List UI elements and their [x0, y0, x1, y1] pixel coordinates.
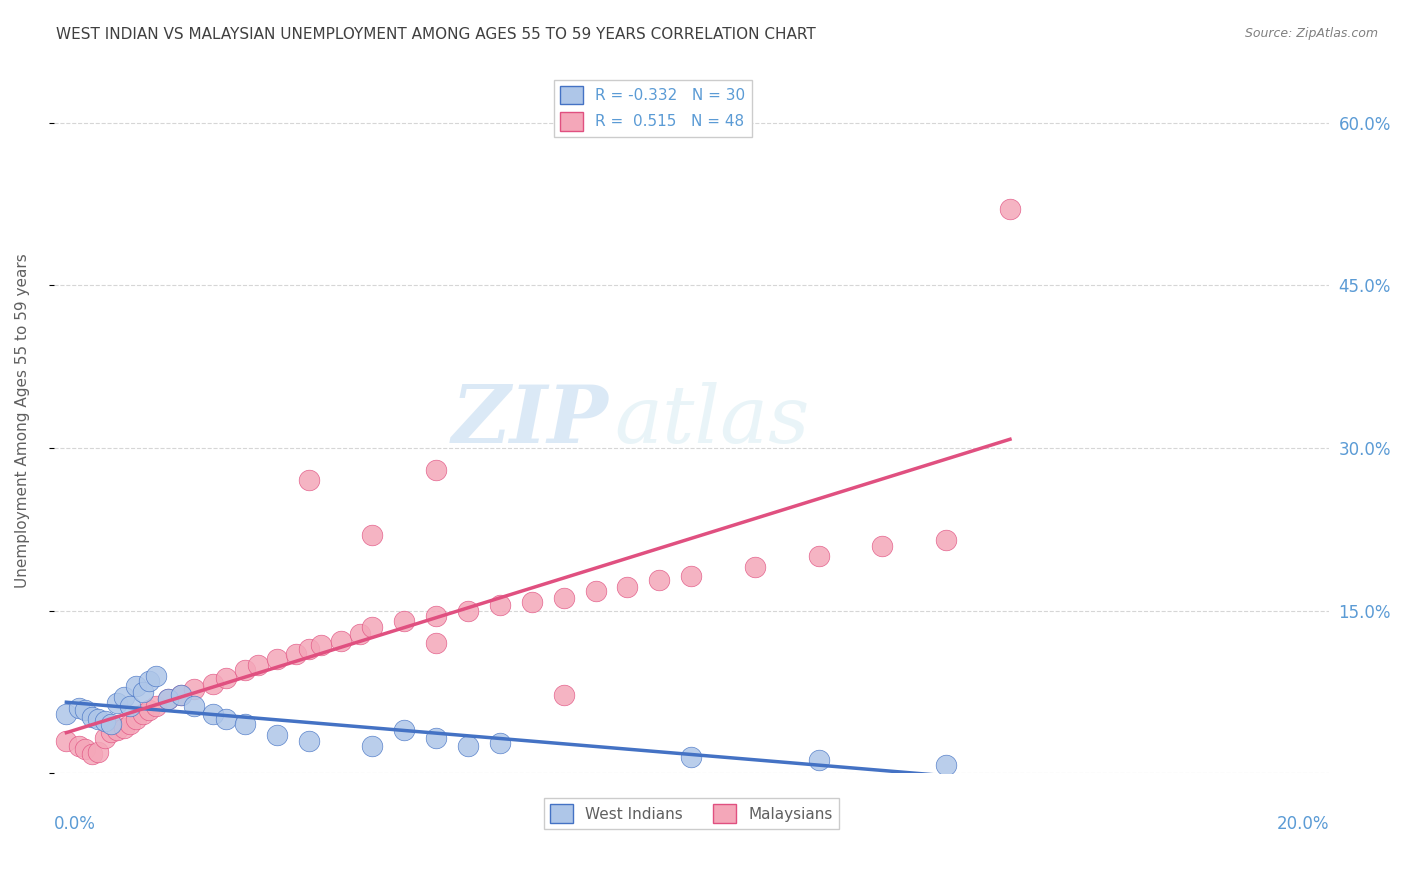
Point — [489, 736, 512, 750]
Point — [394, 723, 416, 737]
Point — [233, 717, 256, 731]
Point — [457, 603, 479, 617]
Point — [120, 698, 142, 713]
Point — [75, 703, 97, 717]
Point — [807, 753, 830, 767]
Point — [138, 703, 160, 717]
Point — [648, 573, 671, 587]
Point — [67, 739, 90, 753]
Text: Source: ZipAtlas.com: Source: ZipAtlas.com — [1244, 27, 1378, 40]
Point — [361, 739, 384, 753]
Point — [807, 549, 830, 564]
Point — [100, 725, 122, 739]
Point — [872, 539, 894, 553]
Point — [744, 560, 766, 574]
Point — [425, 463, 447, 477]
Point — [80, 747, 103, 761]
Point — [266, 652, 288, 666]
Point — [266, 728, 288, 742]
Point — [681, 750, 703, 764]
Point — [520, 595, 543, 609]
Point — [125, 712, 148, 726]
Point — [215, 712, 238, 726]
Text: 0.0%: 0.0% — [53, 815, 96, 833]
Point — [93, 714, 115, 728]
Point — [138, 673, 160, 688]
Point — [132, 706, 155, 721]
Point — [55, 733, 77, 747]
Point — [183, 681, 205, 696]
Point — [457, 739, 479, 753]
Y-axis label: Unemployment Among Ages 55 to 59 years: Unemployment Among Ages 55 to 59 years — [15, 253, 30, 588]
Point — [935, 533, 957, 548]
Point — [157, 692, 180, 706]
Point — [93, 731, 115, 746]
Point — [170, 688, 193, 702]
Point — [233, 663, 256, 677]
Point — [145, 668, 167, 682]
Point — [80, 710, 103, 724]
Point — [201, 677, 224, 691]
Point — [125, 680, 148, 694]
Point — [553, 591, 575, 605]
Point — [100, 717, 122, 731]
Point — [132, 685, 155, 699]
Legend: West Indians, Malaysians: West Indians, Malaysians — [544, 798, 839, 829]
Text: WEST INDIAN VS MALAYSIAN UNEMPLOYMENT AMONG AGES 55 TO 59 YEARS CORRELATION CHAR: WEST INDIAN VS MALAYSIAN UNEMPLOYMENT AM… — [56, 27, 815, 42]
Point — [298, 474, 321, 488]
Point — [284, 647, 307, 661]
Text: 20.0%: 20.0% — [1277, 815, 1329, 833]
Point — [425, 636, 447, 650]
Point — [311, 638, 333, 652]
Point — [425, 731, 447, 746]
Point — [246, 657, 269, 672]
Point — [425, 609, 447, 624]
Point — [157, 692, 180, 706]
Point — [489, 598, 512, 612]
Point — [67, 701, 90, 715]
Point — [935, 757, 957, 772]
Point — [120, 717, 142, 731]
Point — [112, 721, 135, 735]
Point — [145, 698, 167, 713]
Point — [349, 627, 371, 641]
Point — [298, 733, 321, 747]
Point — [329, 634, 352, 648]
Point — [998, 202, 1021, 217]
Point — [201, 706, 224, 721]
Point — [681, 569, 703, 583]
Point — [170, 688, 193, 702]
Text: ZIP: ZIP — [451, 382, 609, 459]
Point — [361, 620, 384, 634]
Point — [105, 723, 128, 737]
Point — [183, 698, 205, 713]
Point — [105, 696, 128, 710]
Point — [616, 580, 638, 594]
Point — [394, 615, 416, 629]
Point — [75, 742, 97, 756]
Point — [585, 584, 607, 599]
Point — [215, 671, 238, 685]
Point — [553, 688, 575, 702]
Point — [361, 527, 384, 541]
Point — [87, 712, 110, 726]
Point — [87, 744, 110, 758]
Point — [55, 706, 77, 721]
Text: atlas: atlas — [614, 382, 810, 459]
Point — [298, 641, 321, 656]
Point — [112, 690, 135, 705]
